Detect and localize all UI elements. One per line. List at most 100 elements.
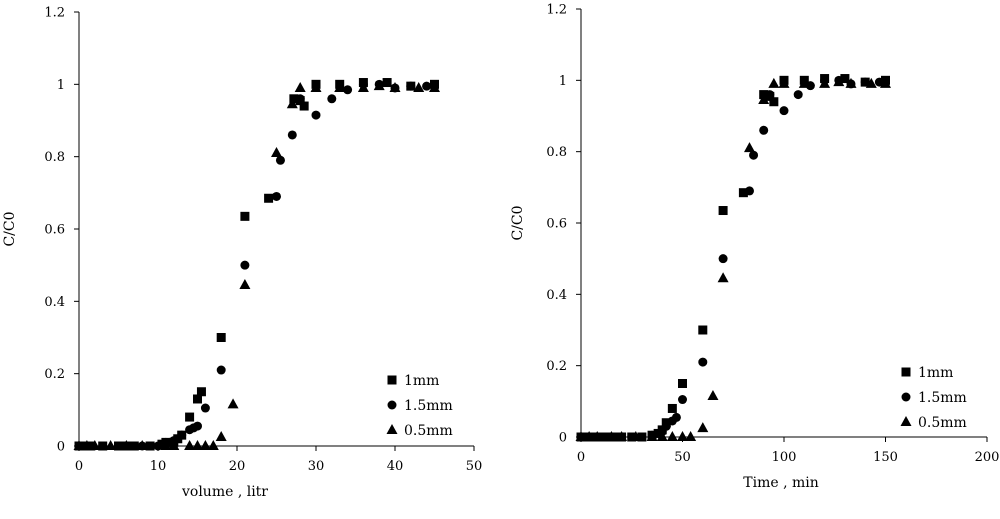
- data-point: [406, 81, 416, 91]
- data-point: [422, 81, 432, 91]
- x-axis-title: volume , litr: [181, 484, 268, 500]
- data-point: [286, 98, 298, 109]
- data-point: [819, 77, 831, 88]
- data-point: [207, 440, 219, 450]
- series-1.5mm: [576, 75, 884, 442]
- y-axis-title: C/C0: [2, 211, 18, 246]
- data-point: [630, 431, 642, 441]
- data-point: [382, 78, 392, 88]
- data-point: [880, 77, 891, 88]
- data-point: [759, 125, 769, 135]
- data-point: [865, 77, 877, 88]
- legend-label: 1.5mm: [918, 390, 967, 406]
- series-0.5mm: [575, 76, 891, 441]
- data-point: [605, 431, 617, 441]
- y-tick-label: 1: [559, 74, 567, 89]
- data-point: [769, 97, 779, 107]
- data-point: [81, 440, 93, 450]
- data-point: [105, 440, 117, 450]
- data-point: [429, 81, 440, 92]
- data-point: [192, 440, 203, 450]
- y-tick-label: 0.2: [44, 367, 65, 382]
- data-point: [616, 431, 628, 441]
- legend-marker-circle: [901, 392, 911, 402]
- data-point: [215, 430, 227, 441]
- data-point: [793, 90, 803, 100]
- data-point: [717, 272, 729, 283]
- data-point: [89, 440, 101, 450]
- legend-label: 1mm: [404, 373, 439, 389]
- data-point: [845, 77, 857, 88]
- y-tick-label: 1.2: [44, 6, 65, 21]
- data-point: [646, 431, 658, 441]
- data-point: [413, 81, 425, 92]
- y-axis-title: C/C0: [510, 205, 526, 240]
- x-tick-label: 0: [75, 459, 83, 474]
- data-point: [334, 81, 346, 92]
- data-point: [583, 431, 595, 441]
- y-tick-label: 0.8: [546, 145, 567, 160]
- data-point: [73, 440, 85, 450]
- data-point: [768, 77, 780, 88]
- data-point: [227, 398, 239, 409]
- data-point: [779, 106, 789, 116]
- data-point: [294, 81, 306, 92]
- data-point: [311, 110, 321, 120]
- data-point: [145, 441, 155, 451]
- legend-marker-circle: [387, 400, 397, 410]
- series-1mm: [576, 74, 890, 442]
- data-point: [749, 150, 759, 160]
- y-tick-label: 1.2: [546, 3, 567, 18]
- data-point: [200, 403, 210, 413]
- legend-label: 0.5mm: [918, 415, 967, 431]
- y-tick-label: 0: [559, 431, 567, 446]
- data-point: [743, 142, 755, 153]
- legend-label: 1mm: [918, 365, 953, 381]
- data-point: [343, 85, 353, 95]
- data-point: [199, 440, 211, 450]
- data-point: [299, 101, 309, 111]
- data-point: [667, 403, 677, 413]
- legend-label: 1.5mm: [404, 398, 453, 414]
- data-point: [160, 440, 172, 450]
- data-point: [698, 325, 708, 335]
- data-point: [196, 387, 206, 397]
- data-point: [671, 412, 681, 422]
- y-tick-label: 1: [57, 78, 65, 93]
- x-axis-title: Time , min: [743, 475, 819, 491]
- data-point: [718, 254, 728, 264]
- data-point: [661, 421, 671, 431]
- x-tick-label: 50: [674, 450, 691, 465]
- data-point: [685, 431, 697, 441]
- legend-marker-square: [387, 375, 397, 385]
- data-point: [193, 394, 202, 404]
- chart-panel-1: 0 0.2 0.4 0.6 0.8 1 1.2 0 10 20 30 40 50 volume , lit…: [2, 6, 482, 501]
- data-point: [591, 431, 603, 441]
- data-point: [860, 77, 870, 87]
- data-point: [373, 80, 385, 91]
- data-point: [239, 279, 251, 290]
- data-point: [240, 211, 250, 221]
- x-tick-label: 200: [975, 450, 1000, 465]
- data-point: [744, 186, 754, 196]
- data-point: [678, 395, 687, 405]
- data-point: [98, 441, 108, 451]
- data-point: [271, 147, 282, 158]
- data-point: [295, 94, 305, 104]
- data-point: [129, 441, 139, 451]
- data-point: [275, 155, 285, 165]
- chart-panel-2: 0 0.2 0.4 0.6 0.8 1 1.2 0 50 100 150 200 Time , min C…: [510, 3, 999, 492]
- legend-marker-square: [901, 367, 911, 377]
- series-0.5mm: [73, 80, 440, 450]
- data-point: [272, 191, 281, 201]
- data-point: [697, 422, 709, 433]
- data-point: [666, 431, 678, 441]
- data-point: [778, 77, 790, 88]
- data-point: [677, 431, 688, 441]
- data-point: [805, 81, 815, 91]
- y-tick-label: 0.4: [44, 295, 65, 310]
- data-point: [193, 421, 202, 431]
- x-tick-label: 50: [466, 459, 483, 474]
- data-point: [114, 441, 123, 451]
